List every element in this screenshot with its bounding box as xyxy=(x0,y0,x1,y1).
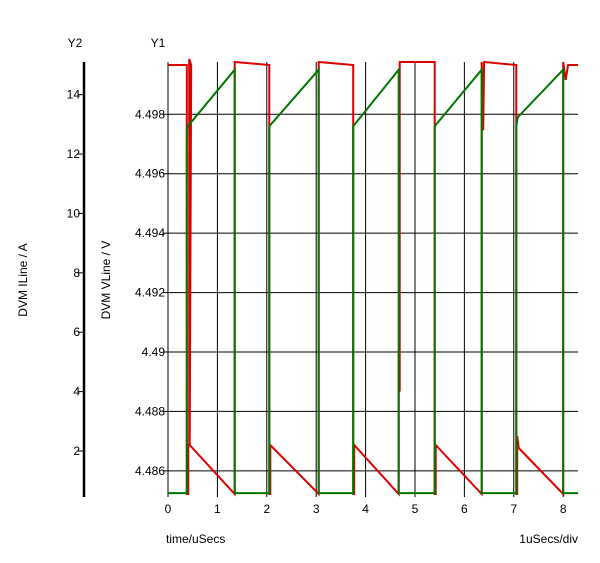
x-tick-label: 3 xyxy=(313,502,320,516)
y2-tick-label: 4 xyxy=(73,385,80,399)
y2-axis: Y2 2 4 6 8 10 12 14 DVM ILine / A xyxy=(16,36,86,497)
x-tick-label: 1 xyxy=(214,502,221,516)
y1-tick-labels: 4.486 4.488 4.49 4.492 4.494 4.496 4.498 xyxy=(135,107,165,478)
y2-tick-label: 8 xyxy=(73,266,80,280)
y2-tick-label: 6 xyxy=(73,325,80,339)
vertical-grid xyxy=(216,62,564,497)
y2-axis-label: DVM ILine / A xyxy=(16,243,30,316)
x-scale-label: 1uSecs/div xyxy=(519,532,578,546)
y1-axis-title: Y1 xyxy=(151,36,166,50)
x-tick-label: 7 xyxy=(510,502,517,516)
y1-tick-label: 4.486 xyxy=(135,464,165,478)
x-tick-labels: 0 1 2 3 4 5 6 7 8 xyxy=(165,502,567,516)
y2-tick-label: 10 xyxy=(67,206,81,220)
y1-tick-label: 4.496 xyxy=(135,167,165,181)
y1-tick-label: 4.494 xyxy=(135,226,165,240)
x-tick-label: 0 xyxy=(165,502,172,516)
y2-tick-label: 2 xyxy=(73,444,80,458)
y1-tick-label: 4.49 xyxy=(142,345,166,359)
y1-axis: Y1 4.486 4.488 4.49 4.492 4.494 4.496 4.498 DV… xyxy=(99,36,166,478)
y1-axis-label: DVM VLine / V xyxy=(99,241,113,320)
y1-tick-label: 4.498 xyxy=(135,107,165,121)
plot-frame xyxy=(163,62,578,497)
y2-tick-label: 14 xyxy=(67,88,81,102)
series-group xyxy=(168,58,578,497)
x-tick-label: 5 xyxy=(412,502,419,516)
x-tick-label: 6 xyxy=(461,502,468,516)
x-axis: 0 1 2 3 4 5 6 7 8 time/uSecs 1uSecs/div xyxy=(165,502,578,546)
x-tick-label: 2 xyxy=(263,502,270,516)
y2-tick-labels: 2 4 6 8 10 12 14 xyxy=(67,88,84,458)
series-line-vline xyxy=(168,66,578,495)
y2-axis-title: Y2 xyxy=(68,36,83,50)
horizontal-grid xyxy=(163,113,578,472)
x-tick-label: 8 xyxy=(560,502,567,516)
y2-tick-label: 12 xyxy=(67,147,81,161)
y1-tick-label: 4.488 xyxy=(135,404,165,418)
x-tick-label: 4 xyxy=(362,502,369,516)
x-axis-label: time/uSecs xyxy=(166,532,225,546)
y1-tick-label: 4.492 xyxy=(135,286,165,300)
